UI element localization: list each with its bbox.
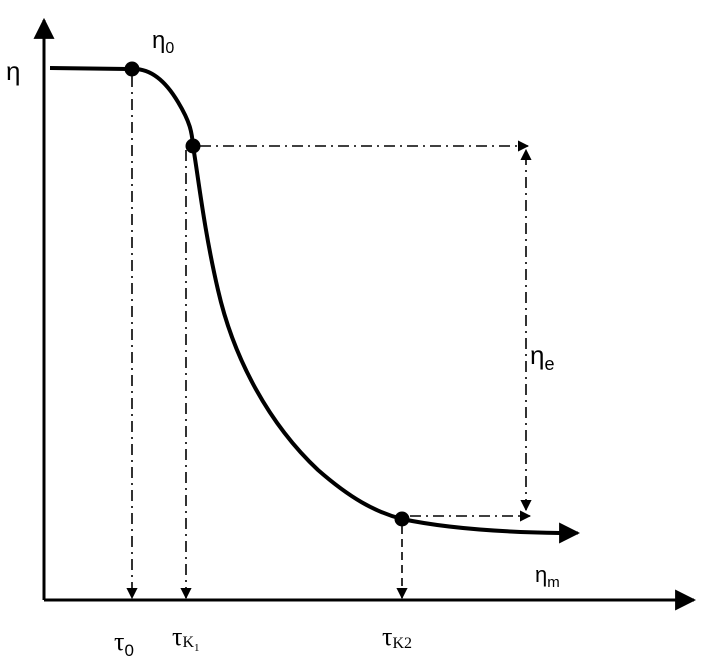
point-tau-k2 [394, 511, 410, 527]
point-tau-k1 [185, 138, 201, 154]
viscosity-curve [49, 66, 561, 535]
label-eta-0: η0 [152, 27, 174, 57]
label-tau-k1: τK1 [172, 622, 200, 654]
label-tau-0: τ0 [114, 627, 134, 660]
y-axis-label: η [6, 56, 20, 86]
label-tau-k2: τK2 [382, 622, 412, 652]
label-eta-e: ηe [530, 340, 554, 374]
point-eta-0 [124, 61, 140, 77]
label-eta-m: ηm [535, 562, 560, 591]
